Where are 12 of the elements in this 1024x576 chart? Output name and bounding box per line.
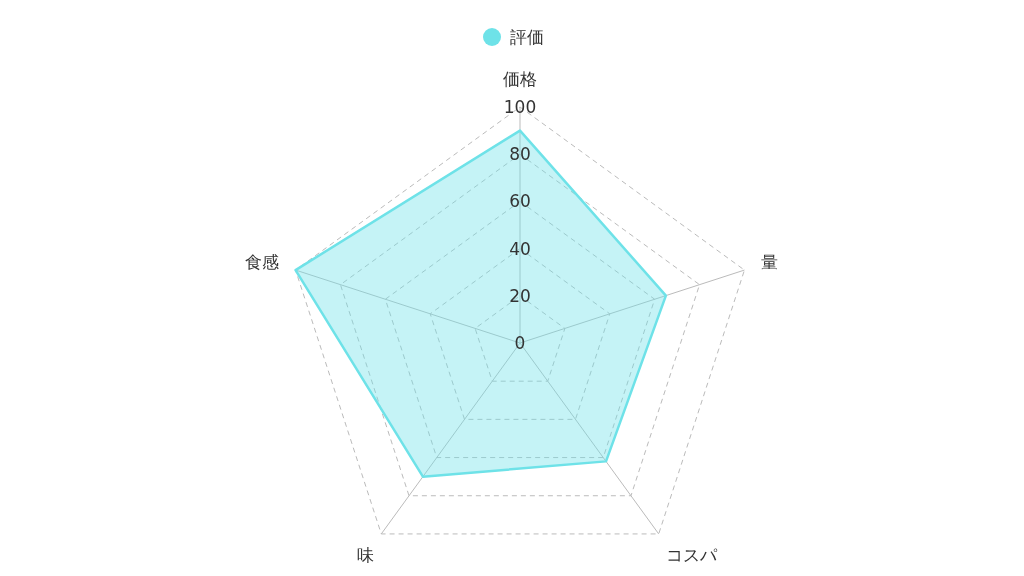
spoke-label: 味: [357, 544, 375, 565]
spoke-label: 食感: [244, 252, 279, 273]
spoke-label: コスパ: [665, 544, 718, 565]
y-tick-label: 80: [509, 144, 531, 165]
y-tick-label: 0: [514, 333, 526, 353]
spoke-label: 量: [761, 252, 779, 273]
y-tick-label: 20: [509, 285, 531, 306]
y-tick-label: 100: [503, 97, 537, 117]
legend-label: 評価: [510, 27, 544, 47]
y-tick-label: 40: [509, 238, 531, 259]
y-tick-label: 60: [509, 191, 531, 212]
spoke-label: 価格: [503, 69, 537, 90]
